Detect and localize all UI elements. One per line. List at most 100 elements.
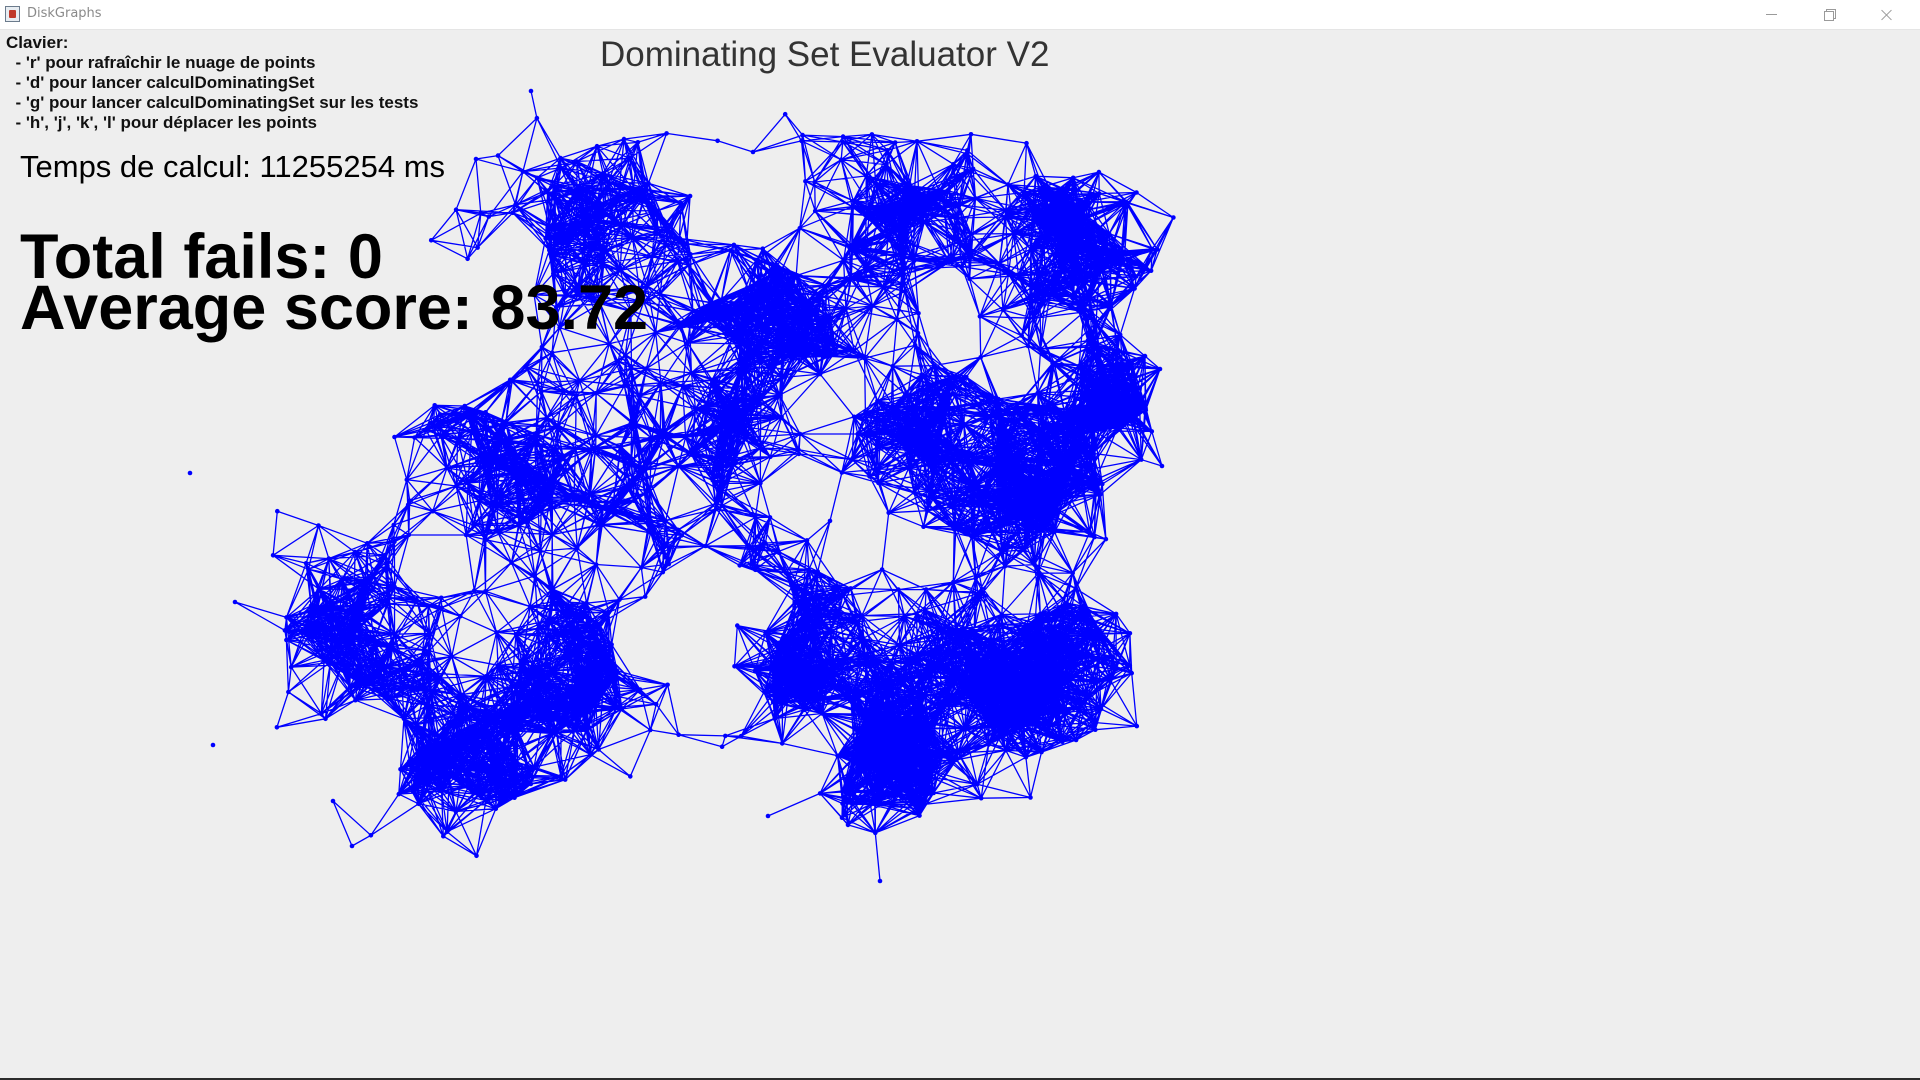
graph-node [1078, 208, 1083, 214]
graph-node [596, 622, 602, 627]
graph-node [594, 683, 600, 689]
graph-node [1090, 451, 1095, 456]
graph-node [928, 775, 934, 780]
graph-node [1070, 415, 1075, 421]
graph-node [935, 646, 940, 652]
graph-node [462, 403, 468, 409]
graph-node [1038, 346, 1043, 352]
graph-node [610, 670, 616, 676]
graph-node [725, 415, 731, 421]
graph-node [801, 590, 806, 596]
graph-node [880, 762, 886, 768]
graph-node [560, 453, 566, 458]
graph-node [911, 490, 917, 495]
graph-node [690, 308, 696, 314]
graph-node [1097, 627, 1102, 632]
graph-node [574, 159, 580, 164]
graph-node [1073, 586, 1078, 591]
graph-node [898, 772, 904, 778]
graph-node [532, 440, 537, 446]
graph-node [210, 742, 216, 748]
graph-node [431, 423, 436, 429]
graph-node [437, 742, 443, 748]
graph-node [983, 679, 988, 685]
graph-node [453, 809, 459, 814]
graph-node [348, 626, 353, 632]
graph-node [836, 610, 842, 616]
graph-node [1047, 292, 1053, 298]
graph-node [563, 237, 569, 242]
graph-node [423, 427, 429, 433]
graph-node [964, 151, 970, 156]
graph-node [407, 498, 413, 504]
graph-node [877, 878, 883, 884]
graph-node [1072, 270, 1077, 275]
graph-node [777, 661, 783, 666]
graph-node [806, 567, 812, 572]
graph-node [593, 433, 599, 439]
drawing-canvas[interactable]: Clavier: - 'r' pour rafraîchir le nuage … [0, 29, 1920, 1078]
graph-node [975, 680, 981, 685]
graph-node [869, 205, 874, 211]
graph-node [1052, 529, 1057, 535]
graph-node [704, 401, 709, 407]
graph-node [763, 540, 768, 546]
graph-node [658, 380, 664, 386]
graph-node [427, 755, 433, 761]
graph-node [768, 454, 773, 460]
graph-node [751, 349, 756, 355]
title-bar[interactable]: DiskGraphs [0, 0, 1920, 30]
graph-node [336, 627, 341, 633]
graph-node [935, 624, 941, 629]
graph-node [800, 599, 805, 605]
graph-node [385, 563, 390, 569]
graph-node [872, 719, 878, 724]
graph-node [1079, 424, 1084, 430]
graph-node [930, 664, 936, 669]
graph-node [1019, 410, 1025, 416]
graph-node [835, 753, 840, 759]
graph-node [912, 258, 917, 263]
minimize-button[interactable] [1742, 0, 1800, 29]
graph-node [333, 640, 339, 645]
graph-node [802, 620, 807, 625]
graph-node [760, 246, 765, 251]
graph-node [679, 533, 684, 538]
graph-node [284, 615, 289, 620]
graph-node [439, 605, 445, 610]
graph-node [925, 508, 930, 513]
graph-node [1003, 748, 1009, 753]
graph-node [860, 744, 866, 749]
graph-node [941, 206, 947, 211]
graph-node [600, 665, 606, 670]
graph-node [863, 410, 868, 415]
graph-node [1036, 570, 1041, 576]
graph-node [648, 530, 653, 536]
graph-node [1115, 406, 1120, 412]
graph-node [736, 427, 742, 433]
graph-node [998, 459, 1003, 464]
graph-node [1106, 231, 1112, 236]
restore-button[interactable] [1800, 0, 1858, 29]
graph-node [636, 393, 642, 399]
graph-node [364, 586, 370, 592]
graph-node [1080, 373, 1085, 379]
graph-node [601, 208, 606, 213]
graph-node [1100, 481, 1105, 487]
graph-node [904, 740, 909, 746]
graph-node [594, 202, 599, 208]
graph-node [1055, 193, 1061, 199]
graph-node [628, 458, 634, 464]
graph-node [584, 701, 590, 706]
graph-node [964, 374, 969, 380]
graph-node [948, 375, 954, 380]
graph-node [811, 605, 817, 610]
graph-node [1083, 388, 1089, 393]
window-title: DiskGraphs [27, 6, 102, 21]
close-button[interactable] [1858, 0, 1916, 29]
graph-node [1059, 267, 1065, 273]
graph-node [555, 424, 560, 430]
graph-node [873, 830, 878, 836]
graph-node [877, 428, 883, 433]
